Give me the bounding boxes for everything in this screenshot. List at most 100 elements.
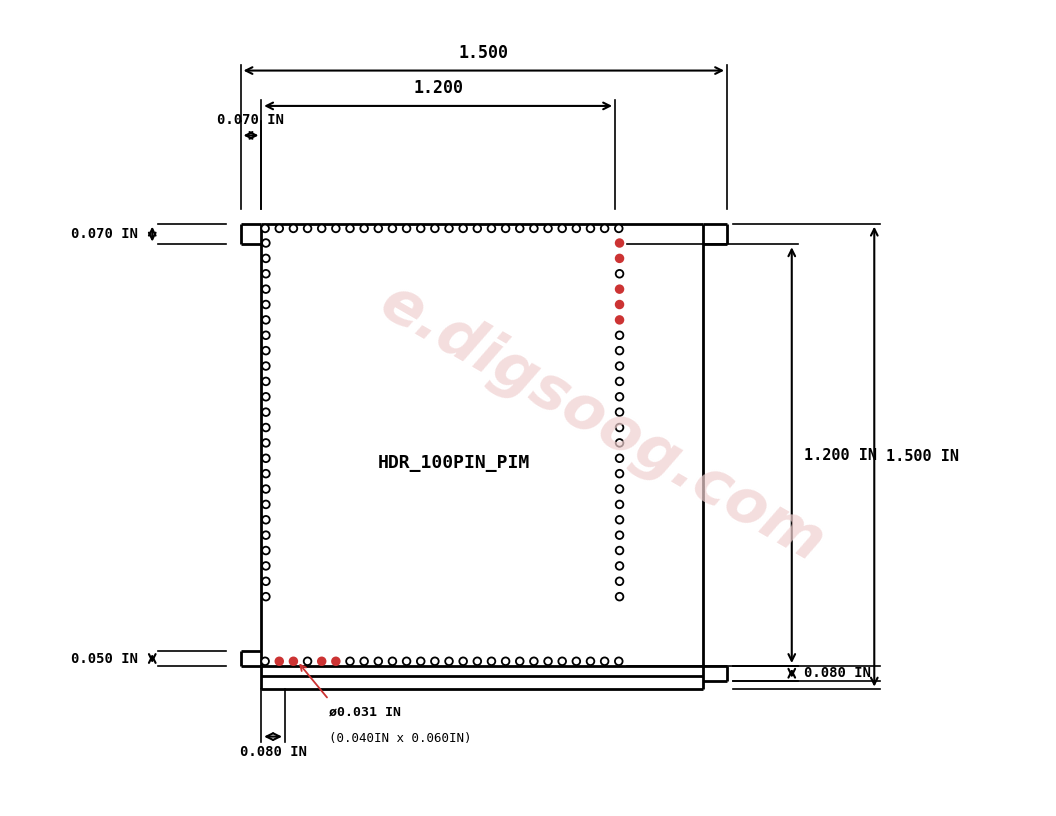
Circle shape xyxy=(417,658,425,665)
Text: 0.050 IN: 0.050 IN xyxy=(71,651,137,666)
Circle shape xyxy=(389,224,396,233)
Circle shape xyxy=(289,658,297,665)
Circle shape xyxy=(417,224,425,233)
Circle shape xyxy=(318,224,325,233)
Circle shape xyxy=(262,455,269,462)
Circle shape xyxy=(402,224,411,233)
Text: 0.080 IN: 0.080 IN xyxy=(804,666,870,681)
Circle shape xyxy=(446,658,453,665)
Circle shape xyxy=(261,658,269,665)
Circle shape xyxy=(431,658,438,665)
Circle shape xyxy=(332,658,340,665)
Circle shape xyxy=(616,470,623,477)
Circle shape xyxy=(530,658,538,665)
Circle shape xyxy=(262,347,269,354)
Circle shape xyxy=(616,455,623,462)
Circle shape xyxy=(572,658,580,665)
Circle shape xyxy=(346,658,354,665)
Circle shape xyxy=(262,300,269,308)
Circle shape xyxy=(402,658,411,665)
Circle shape xyxy=(375,658,382,665)
Text: 0.070 IN: 0.070 IN xyxy=(71,227,137,241)
Circle shape xyxy=(616,316,623,324)
Circle shape xyxy=(304,224,312,233)
Circle shape xyxy=(262,255,269,262)
Text: ø0.031 IN: ø0.031 IN xyxy=(328,706,401,718)
Circle shape xyxy=(616,500,623,508)
Circle shape xyxy=(559,224,566,233)
Text: 1.200: 1.200 xyxy=(413,79,464,97)
Circle shape xyxy=(502,658,509,665)
Circle shape xyxy=(473,658,482,665)
Circle shape xyxy=(262,239,269,247)
Circle shape xyxy=(346,224,354,233)
Circle shape xyxy=(431,224,438,233)
Circle shape xyxy=(516,224,524,233)
Circle shape xyxy=(276,224,283,233)
Circle shape xyxy=(289,224,297,233)
Circle shape xyxy=(616,547,623,554)
Circle shape xyxy=(262,593,269,601)
Circle shape xyxy=(587,658,595,665)
Circle shape xyxy=(276,658,283,665)
Circle shape xyxy=(375,224,382,233)
Circle shape xyxy=(262,516,269,524)
Circle shape xyxy=(459,658,467,665)
Circle shape xyxy=(616,362,623,370)
Circle shape xyxy=(473,224,482,233)
Circle shape xyxy=(262,547,269,554)
Circle shape xyxy=(488,224,495,233)
Circle shape xyxy=(262,470,269,477)
Circle shape xyxy=(304,658,312,665)
Circle shape xyxy=(616,593,623,601)
Circle shape xyxy=(262,378,269,385)
Circle shape xyxy=(616,424,623,432)
Circle shape xyxy=(572,224,580,233)
Circle shape xyxy=(559,658,566,665)
Circle shape xyxy=(616,486,623,493)
Circle shape xyxy=(502,224,509,233)
Circle shape xyxy=(459,224,467,233)
Circle shape xyxy=(262,331,269,339)
Circle shape xyxy=(262,270,269,277)
Circle shape xyxy=(616,439,623,446)
Circle shape xyxy=(360,658,367,665)
Circle shape xyxy=(616,255,623,262)
Circle shape xyxy=(262,486,269,493)
Circle shape xyxy=(587,224,595,233)
Text: 1.200 IN: 1.200 IN xyxy=(804,448,876,463)
Circle shape xyxy=(488,658,495,665)
Circle shape xyxy=(262,578,269,585)
Circle shape xyxy=(616,347,623,354)
Circle shape xyxy=(616,239,623,247)
Circle shape xyxy=(616,270,623,277)
Circle shape xyxy=(262,362,269,370)
Text: HDR_100PIN_PIM: HDR_100PIN_PIM xyxy=(378,454,530,472)
Circle shape xyxy=(615,224,623,233)
Text: e.digsoog.com: e.digsoog.com xyxy=(370,273,834,575)
Circle shape xyxy=(262,408,269,416)
Text: 1.500: 1.500 xyxy=(458,44,509,62)
Circle shape xyxy=(446,224,453,233)
Circle shape xyxy=(616,408,623,416)
Circle shape xyxy=(516,658,524,665)
Text: 1.500 IN: 1.500 IN xyxy=(886,449,959,464)
Circle shape xyxy=(601,658,608,665)
Circle shape xyxy=(530,224,538,233)
Circle shape xyxy=(601,224,608,233)
Circle shape xyxy=(616,300,623,308)
Text: (0.040IN x 0.060IN): (0.040IN x 0.060IN) xyxy=(328,732,471,745)
Circle shape xyxy=(616,562,623,570)
Circle shape xyxy=(615,658,623,665)
Circle shape xyxy=(262,562,269,570)
Circle shape xyxy=(261,224,269,233)
Circle shape xyxy=(262,531,269,539)
Circle shape xyxy=(544,658,552,665)
Circle shape xyxy=(616,516,623,524)
Circle shape xyxy=(262,500,269,508)
Circle shape xyxy=(262,424,269,432)
Circle shape xyxy=(389,658,396,665)
Circle shape xyxy=(360,224,367,233)
Text: 0.070 IN: 0.070 IN xyxy=(218,113,284,126)
Circle shape xyxy=(616,286,623,293)
